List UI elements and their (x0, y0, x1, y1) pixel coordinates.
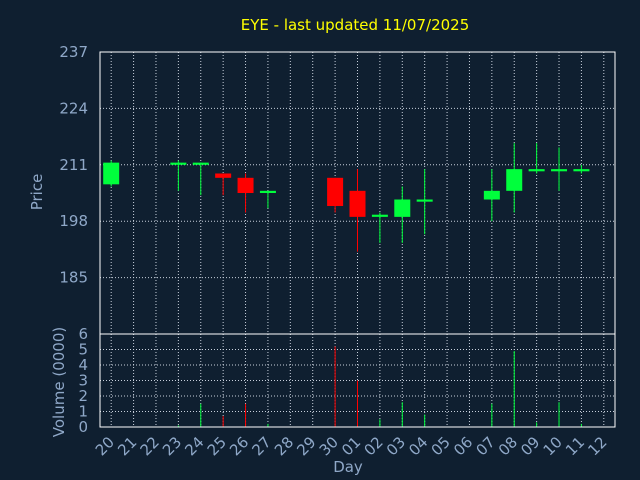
price-grid (100, 51, 615, 334)
candle-body (259, 190, 276, 193)
volume-tick-label: 2 (78, 387, 88, 405)
price-tick-label: 211 (59, 156, 88, 174)
volume-axis-label: Volume (0000) (50, 327, 68, 437)
x-tick-label: 12 (584, 433, 610, 459)
price-axis-label: Price (28, 174, 46, 211)
candle-body (506, 169, 523, 191)
volume-panel-frame (99, 333, 616, 428)
volume-tick-label: 4 (78, 356, 88, 374)
volume-bars (177, 346, 582, 427)
candle-body (573, 169, 590, 172)
volume-tick-label: 3 (78, 372, 88, 390)
volume-tick-label: 5 (78, 341, 88, 359)
volume-tick-label: 6 (78, 325, 88, 343)
candle-body (483, 190, 500, 200)
price-axis-ticks: 237 224 211 198 185 (59, 43, 88, 287)
candle-body (192, 162, 209, 165)
volume-tick-label: 0 (78, 418, 88, 436)
candle-body (528, 169, 545, 172)
candle-body (551, 169, 568, 172)
candle-body (416, 199, 433, 202)
candle-body (394, 199, 411, 217)
candle-body (349, 190, 366, 217)
x-axis-ticks: 2021222324252627282930010203040506070809… (92, 433, 611, 459)
x-axis-label: Day (333, 458, 363, 476)
candle-body (215, 173, 232, 178)
chart-title: EYE - last updated 11/07/2025 (241, 16, 470, 34)
candle-body (237, 177, 254, 193)
volume-tick-label: 1 (78, 403, 88, 421)
price-tick-label: 185 (59, 269, 88, 287)
price-tick-label: 237 (59, 43, 88, 61)
candle-body (327, 177, 344, 207)
price-tick-label: 224 (59, 99, 88, 117)
candle-body (371, 214, 388, 217)
candle-body (170, 162, 187, 165)
price-tick-label: 198 (59, 212, 88, 230)
candles (103, 143, 590, 252)
candle-body (103, 162, 120, 185)
